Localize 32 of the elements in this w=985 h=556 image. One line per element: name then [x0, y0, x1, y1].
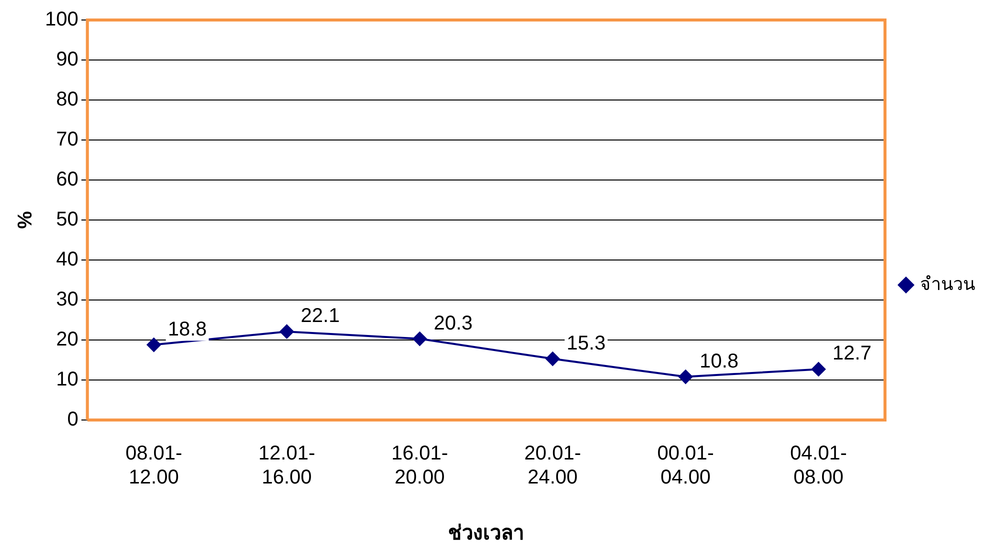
x-tick-label: 04.01-08.00 — [790, 442, 847, 489]
y-tick-label: 40 — [56, 248, 78, 271]
y-tick-label: 30 — [56, 288, 78, 311]
data-label: 10.8 — [700, 350, 739, 372]
data-label: 12.7 — [832, 342, 872, 365]
legend-label: จำนวน — [920, 274, 975, 294]
y-axis-title: % — [14, 210, 37, 229]
y-tick-label: 70 — [56, 128, 78, 151]
y-tick-label: 0 — [67, 408, 78, 431]
data-label: 22.1 — [300, 305, 340, 328]
point — [280, 324, 294, 339]
y-tick-label: 20 — [56, 328, 78, 351]
point — [146, 338, 161, 352]
y-tick-label: 90 — [56, 48, 78, 71]
data-label: 20.3 — [434, 312, 473, 334]
point — [678, 370, 693, 384]
y-tick-label: 100 — [44, 8, 78, 31]
x-tick-label: 16.01-20.00 — [391, 442, 448, 489]
y-tick-label: 50 — [56, 208, 78, 231]
x-tick-label: 20.01-24.00 — [524, 442, 582, 489]
x-tick-label: 12.01-16.00 — [258, 442, 316, 489]
point — [546, 352, 560, 366]
x-tick-label: 00.01-04.00 — [657, 442, 714, 489]
x-axis-title: ช่วงเวลา — [448, 522, 524, 545]
data-label: 15.3 — [566, 332, 606, 354]
y-tick-label: 80 — [56, 88, 78, 111]
point — [812, 362, 826, 376]
data-label: 18.8 — [168, 318, 207, 340]
x-tick-label: 08.01-12.00 — [125, 442, 182, 489]
y-tick-label: 10 — [56, 368, 78, 391]
point — [412, 332, 427, 346]
y-tick-label: 60 — [56, 168, 78, 191]
